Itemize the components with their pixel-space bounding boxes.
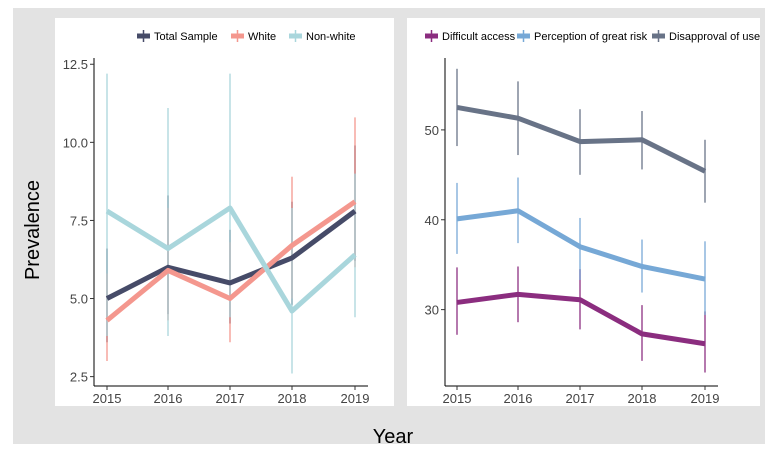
panel-left: 2.5 5.0 7.5 10.0 12.5 2015 2016 2017 2018 2019 Tot… xyxy=(55,18,394,406)
series-line xyxy=(456,208,706,282)
y-tick-label: 50 xyxy=(425,123,439,138)
y-tick-label: 10.0 xyxy=(63,135,88,150)
legend-label: Difficult access xyxy=(442,31,516,43)
x-axis-title: Year xyxy=(373,426,414,448)
x-tick-label: 2018 xyxy=(278,391,307,406)
x-tick-label: 2015 xyxy=(443,391,472,406)
y-tick-label: 30 xyxy=(425,303,439,318)
y-axis-title: Prevalence xyxy=(22,180,44,280)
x-tick-label: 2019 xyxy=(341,391,370,406)
series-line xyxy=(456,104,707,174)
y-tick-label: 2.5 xyxy=(70,370,88,385)
series-line xyxy=(105,205,357,314)
series-line xyxy=(105,199,357,323)
legend-label: Perception of great risk xyxy=(534,31,648,43)
y-tick-label: 40 xyxy=(425,213,439,228)
legend-label: Non-white xyxy=(306,31,356,43)
series-line xyxy=(105,209,357,301)
x-tick-label: 2016 xyxy=(154,391,183,406)
y-tick-label: 12.5 xyxy=(63,57,88,72)
y-tick-label: 7.5 xyxy=(70,213,88,228)
legend-label: Total Sample xyxy=(154,31,218,43)
y-tick-label: 5.0 xyxy=(70,292,88,307)
x-tick-label: 2015 xyxy=(93,391,122,406)
series-line xyxy=(456,291,706,347)
x-tick-label: 2018 xyxy=(628,391,657,406)
x-tick-label: 2019 xyxy=(691,391,720,406)
panel-background xyxy=(407,18,760,406)
legend-label: Disapproval of use xyxy=(669,31,760,43)
panel-right: 30 40 50 2015 2016 2017 2018 2019 Difficult acce… xyxy=(407,18,760,406)
x-tick-label: 2017 xyxy=(216,391,245,406)
x-tick-label: 2016 xyxy=(504,391,533,406)
legend-label: White xyxy=(248,31,276,43)
x-tick-label: 2017 xyxy=(566,391,595,406)
